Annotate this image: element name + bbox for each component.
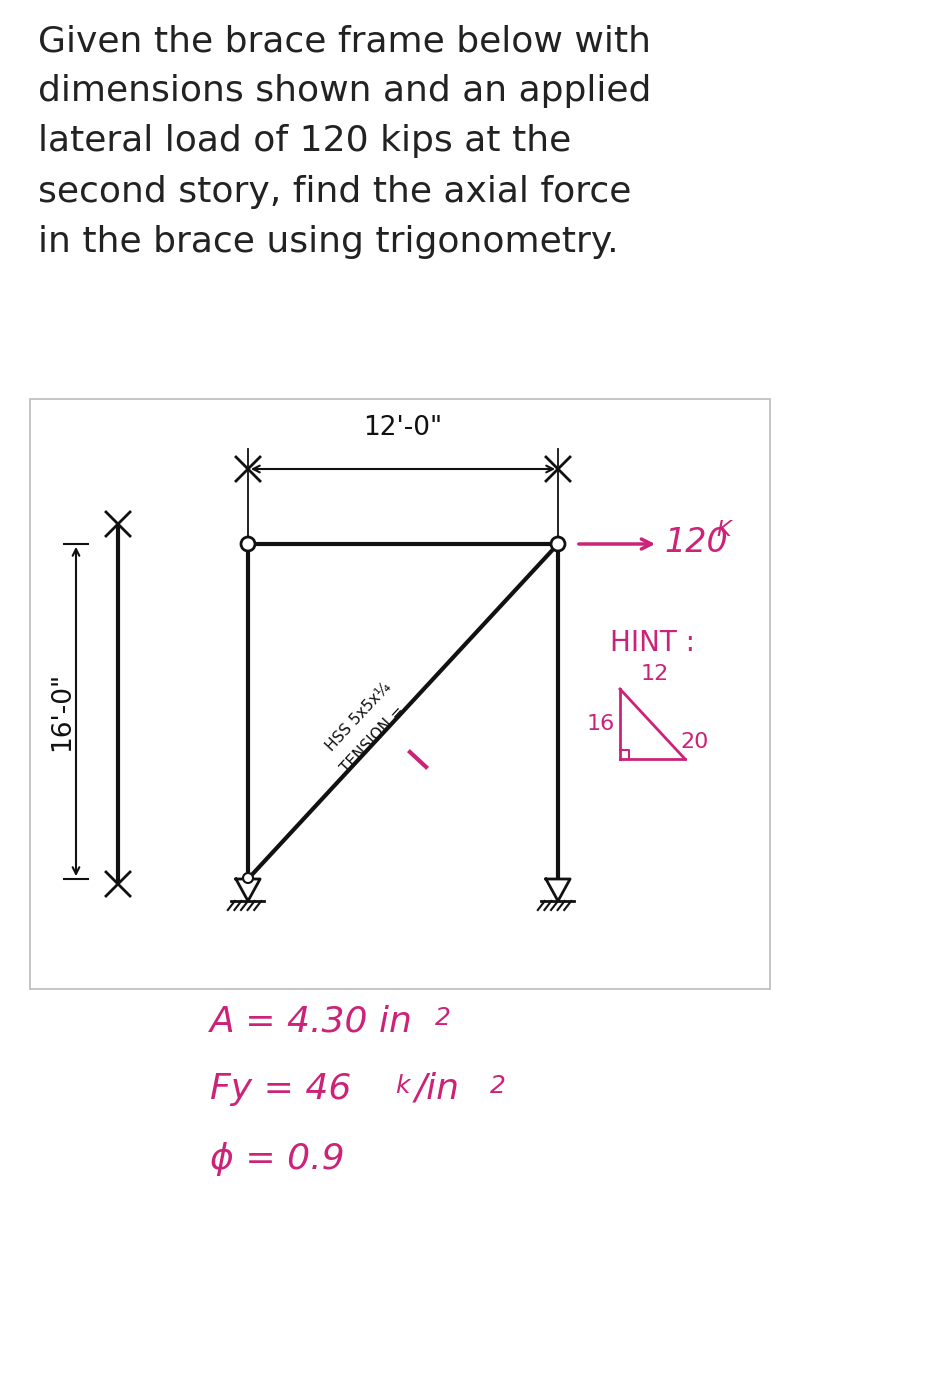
Circle shape xyxy=(551,536,565,552)
Text: 20: 20 xyxy=(680,732,709,752)
Text: ϕ = 0.9: ϕ = 0.9 xyxy=(210,1142,345,1176)
Text: 2: 2 xyxy=(435,1007,451,1030)
Text: 120: 120 xyxy=(664,525,728,558)
Text: 12'-0": 12'-0" xyxy=(363,415,442,441)
Text: 16: 16 xyxy=(587,714,615,734)
Text: HSS 5x5x¼: HSS 5x5x¼ xyxy=(323,680,393,754)
Text: TENSION =: TENSION = xyxy=(338,703,408,776)
Text: 16'-0": 16'-0" xyxy=(49,672,75,752)
Text: HINT :: HINT : xyxy=(610,629,695,656)
Circle shape xyxy=(241,536,255,552)
Text: /in: /in xyxy=(415,1071,460,1106)
Text: Fy = 46: Fy = 46 xyxy=(210,1071,362,1106)
Text: Given the brace frame below with
dimensions shown and an applied
lateral load of: Given the brace frame below with dimensi… xyxy=(38,23,652,259)
Text: 2: 2 xyxy=(490,1074,506,1098)
Text: 12: 12 xyxy=(641,665,668,684)
Text: K: K xyxy=(716,520,730,541)
FancyBboxPatch shape xyxy=(30,399,770,989)
Text: A = 4.30 in: A = 4.30 in xyxy=(210,1004,413,1038)
Circle shape xyxy=(243,873,253,883)
Text: k: k xyxy=(395,1074,410,1098)
